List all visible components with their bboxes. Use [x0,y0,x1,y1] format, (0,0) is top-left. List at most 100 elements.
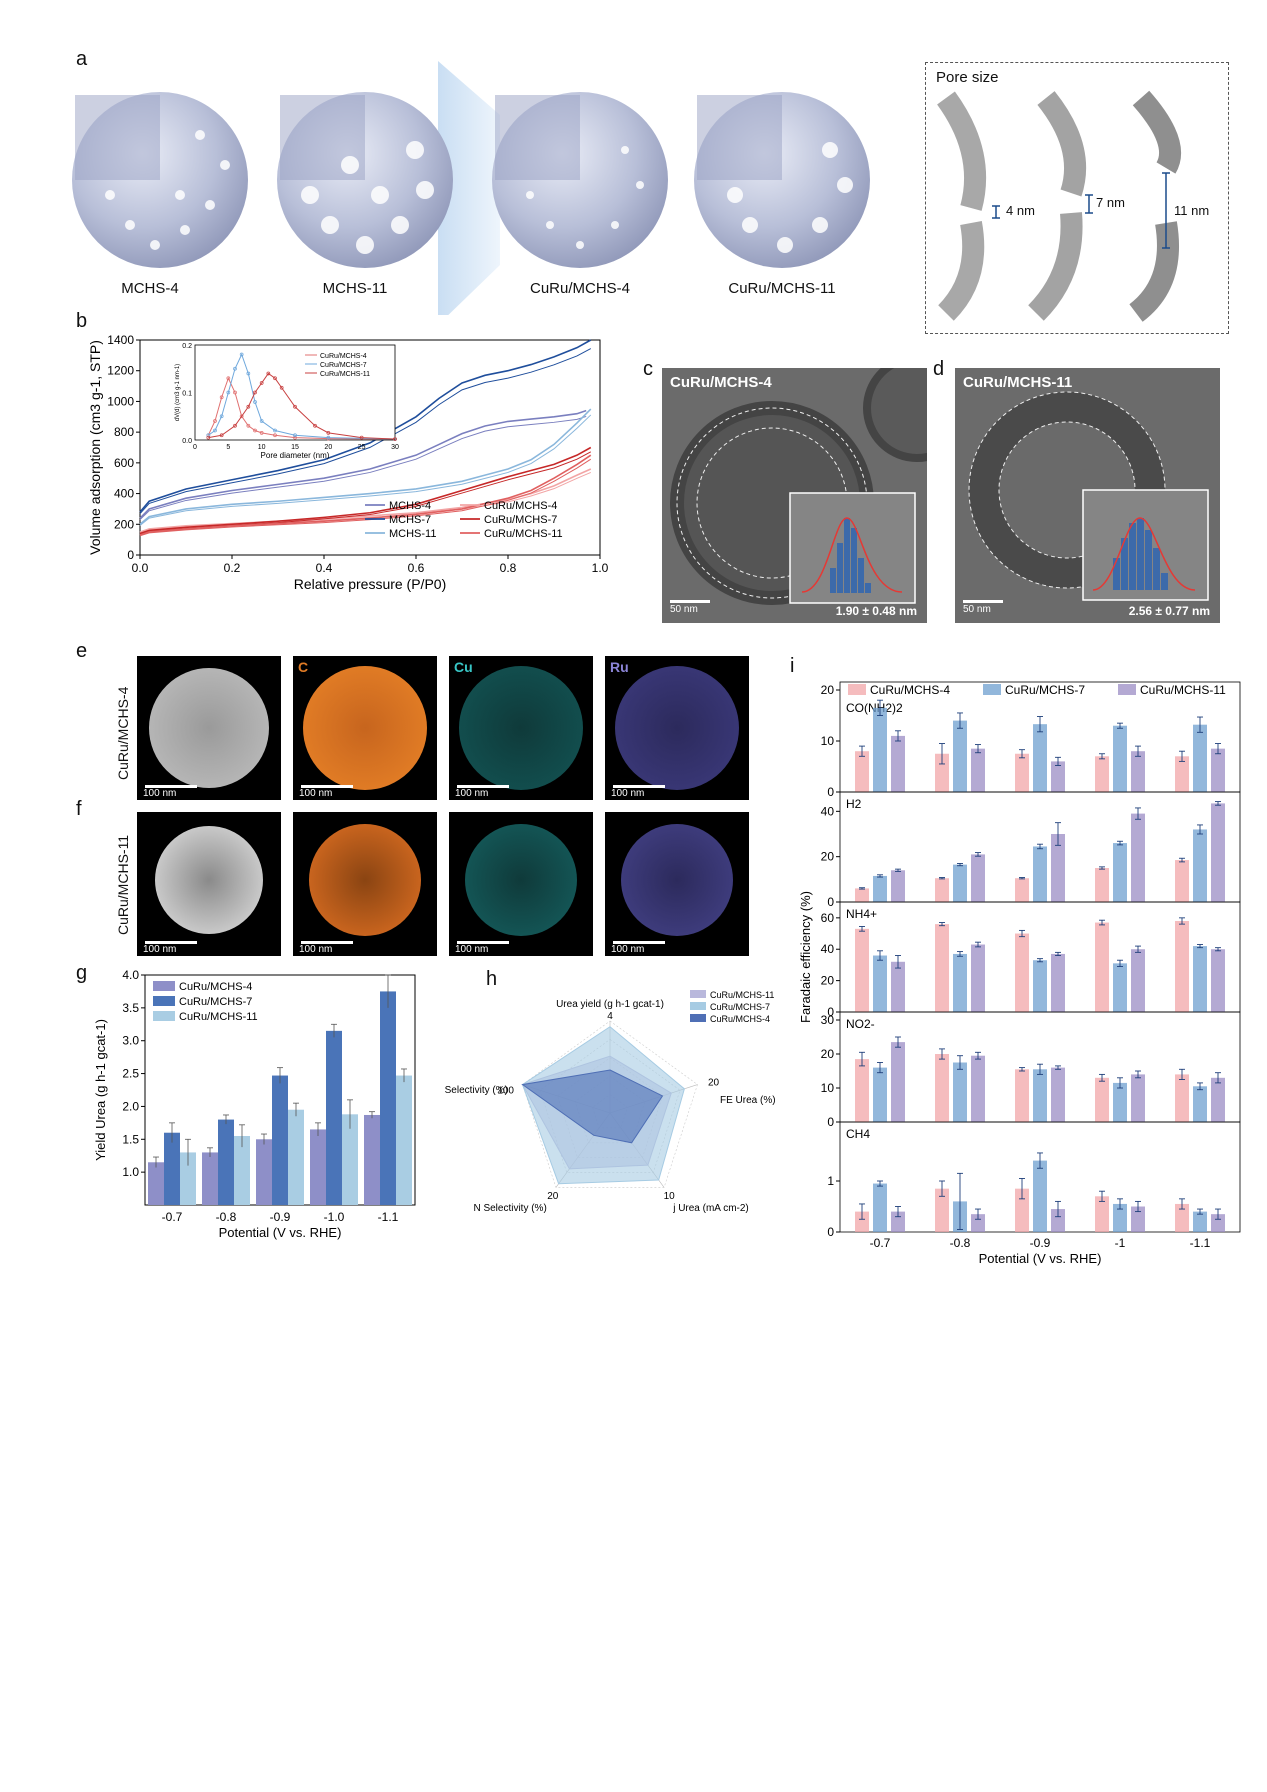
bar [873,875,887,902]
inset-point [239,414,244,419]
panel-a-illustration [72,61,870,315]
y-tick-label: 40 [821,942,835,956]
bar [873,955,887,1012]
pore-11nm-label: 11 nm [1174,203,1210,218]
y-axis-label: Volume adsorption (cm3 g-1, STP) [87,340,103,555]
sphere-mchs-4 [72,92,248,268]
inset-point [233,366,237,371]
y-tick-label: 800 [114,425,134,439]
y-tick-label: 1000 [107,394,134,408]
inset-point [273,428,277,433]
y-tick-label: 30 [821,1013,835,1027]
bar [1113,725,1127,792]
bar [1211,1077,1225,1122]
map-e-label-c: C [298,659,309,675]
series-desorption-line [139,348,592,515]
inset-point [226,376,231,381]
label-curu-mchs-11: CuRu/MCHS-11 [728,280,836,297]
panel-label-a: a [76,48,88,70]
inset-point [246,371,251,376]
bar [1175,1074,1189,1122]
tem-d-scalebar [963,600,1003,603]
bar [1051,834,1065,902]
map-e-ruthenium-scale: 100 nm [611,788,645,799]
bar [326,1030,342,1205]
bar [272,1075,288,1205]
inset-point [326,435,331,440]
bar [873,707,887,792]
inset-series-line [208,372,396,440]
x-tick-label: -0.8 [216,1210,237,1224]
panel-label-i: i [790,655,795,677]
bar [971,1055,985,1122]
panel-label-c: c [643,358,653,380]
bar [310,1129,326,1205]
bar [855,751,869,792]
x-tick-label: 0.0 [132,561,149,575]
inset-point [219,395,224,400]
legend-swatch [153,981,175,991]
legend-swatch [1118,684,1136,695]
pore-7nm-label: 7 nm [1096,195,1125,210]
y-tick-label: 60 [821,911,835,925]
panel-label-d: d [933,358,945,380]
radar-axis-label: j Urea (mA cm-2) [672,1203,749,1214]
bar [1193,829,1207,902]
map-e-haadf: 100 nm [137,656,281,800]
y-tick-label: 0 [127,548,134,562]
map-f-scale: 100 nm [143,944,177,955]
bar [1113,1203,1127,1232]
bar [202,1152,218,1205]
tem-d-title: CuRu/MCHS-11 [963,374,1073,391]
bar [1175,1203,1189,1232]
inset-y-tick-label: 0.1 [182,391,192,398]
tem-c-title: CuRu/MCHS-4 [670,374,772,391]
product-label: NH4+ [846,907,877,921]
bar [1015,878,1029,902]
y-tick-label: 3.0 [122,1034,139,1048]
y-tick-label: 20 [821,850,835,864]
y-tick-label: 10 [821,1081,835,1095]
x-tick-label: -1.0 [324,1210,345,1224]
y-tick-label: 0 [827,1225,834,1239]
inset-point [259,419,264,423]
bar [1095,1077,1109,1122]
bar [148,1162,164,1205]
inset-y-axis-label: dV(d) (cm3 g-1 nm-1) [175,364,181,421]
legend-label: CuRu/MCHS-4 [179,981,252,993]
radar-axis-label: C Selectivity (%) [445,1085,508,1096]
panel-label-e: e [76,640,88,662]
map-e-carbon: C 100 nm [293,656,437,800]
inset-x-tick-label: 30 [391,444,399,451]
bar [1193,724,1207,792]
inset-point [259,431,264,435]
x-tick-label: 0.4 [316,561,333,575]
bar [342,1114,358,1205]
y-axis-label: Yield Urea (g h-1 gcat-1) [93,1019,108,1161]
panel-label-f: f [76,798,82,820]
y-tick-label: 600 [114,456,134,470]
inset-point [326,431,331,435]
inset-x-axis-label: Pore diameter (nm) [261,451,330,460]
bar [1113,963,1127,1012]
legend-label: MCHS-7 [389,514,431,526]
map-f-haadf: 100 nm [137,812,281,956]
bar [1051,1067,1065,1122]
x-tick-label: -1.1 [378,1210,399,1224]
bar [1015,1069,1029,1122]
map-e-copper-scale: 100 nm [455,788,489,799]
label-mchs-4: MCHS-4 [121,280,179,297]
legend-label: CuRu/MCHS-4 [484,500,557,512]
chart-i-faradaic-efficiency: 01020CO(NH2)202040H20204060NH4+0102030NO… [798,681,1241,1266]
x-axis-label: Potential (V vs. RHE) [979,1251,1102,1266]
pore-size-box: Pore size 4 nm 7 nm 11 nm [925,62,1229,334]
inset-point [233,390,237,395]
inset-point [219,433,224,438]
legend-label: MCHS-4 [389,500,431,512]
series-line [139,468,592,533]
legend-label: CuRu/MCHS-4 [710,1014,770,1024]
y-tick-label: 1.0 [122,1165,139,1179]
map-f-ruthenium: 100 nm [605,812,749,956]
inset-x-tick-label: 10 [258,444,266,451]
legend-swatch [690,1014,706,1022]
